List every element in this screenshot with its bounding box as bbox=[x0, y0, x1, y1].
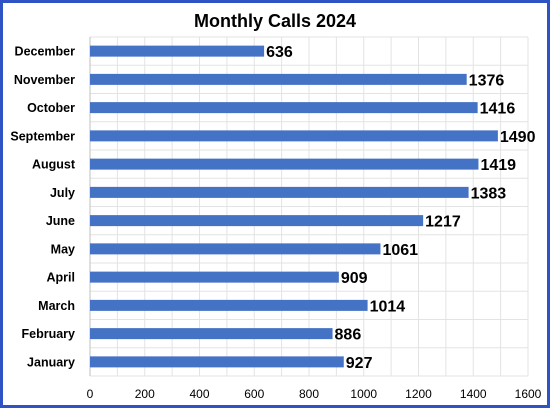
category-label: November bbox=[14, 73, 75, 87]
x-tick-label: 1000 bbox=[350, 387, 377, 401]
bar bbox=[90, 102, 478, 114]
data-label: 909 bbox=[341, 270, 368, 287]
bar bbox=[90, 243, 381, 255]
data-label: 1061 bbox=[382, 242, 418, 259]
category-label: December bbox=[15, 45, 76, 59]
chart-title: Monthly Calls 2024 bbox=[194, 11, 356, 31]
x-tick-label: 0 bbox=[87, 387, 94, 401]
x-tick-label: 1400 bbox=[460, 387, 487, 401]
data-label: 1490 bbox=[500, 129, 536, 146]
x-axis-ticks: 0 200 400 600 800 1000 1200 1400 1600 bbox=[87, 387, 542, 401]
x-tick-label: 800 bbox=[299, 387, 319, 401]
bar bbox=[90, 271, 339, 283]
data-label: 1376 bbox=[469, 72, 505, 89]
x-tick-label: 600 bbox=[244, 387, 264, 401]
category-label: September bbox=[10, 129, 75, 143]
data-label: 927 bbox=[346, 355, 373, 372]
category-labels: December November October September August Ju… bbox=[10, 45, 75, 370]
gridlines bbox=[89, 36, 529, 377]
x-tick-label: 1600 bbox=[515, 387, 542, 401]
category-label: June bbox=[46, 214, 75, 228]
data-label: 636 bbox=[266, 44, 293, 61]
x-tick-label: 200 bbox=[135, 387, 155, 401]
data-label: 886 bbox=[335, 327, 362, 344]
data-label: 1014 bbox=[370, 298, 406, 315]
category-label: May bbox=[51, 242, 75, 256]
category-label: February bbox=[22, 327, 76, 341]
category-label: August bbox=[32, 158, 76, 172]
data-label: 1383 bbox=[471, 185, 507, 202]
category-label: April bbox=[47, 271, 75, 285]
category-label: March bbox=[38, 299, 75, 313]
bar bbox=[90, 328, 333, 340]
bar-chart: Monthly Calls 2024 December November Octob… bbox=[10, 11, 542, 401]
bar bbox=[90, 130, 498, 142]
bar bbox=[90, 73, 467, 85]
x-tick-label: 1200 bbox=[405, 387, 432, 401]
category-label: July bbox=[50, 186, 75, 200]
bar bbox=[90, 356, 344, 368]
bar bbox=[90, 45, 265, 57]
data-label: 1419 bbox=[480, 157, 516, 174]
bar bbox=[90, 158, 479, 170]
data-label: 1416 bbox=[480, 101, 516, 118]
bar bbox=[90, 299, 368, 311]
x-tick-label: 400 bbox=[189, 387, 209, 401]
category-label: January bbox=[27, 355, 75, 369]
bars bbox=[90, 45, 498, 368]
category-label: October bbox=[27, 101, 75, 115]
bar bbox=[90, 186, 469, 198]
data-label: 1217 bbox=[425, 214, 461, 231]
bar bbox=[90, 215, 424, 227]
